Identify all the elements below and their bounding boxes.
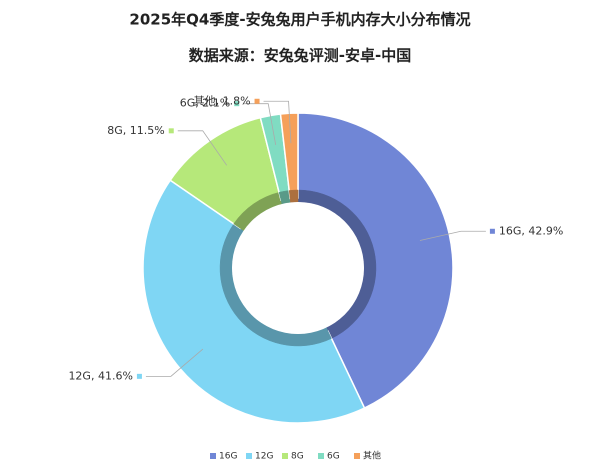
leader-line xyxy=(177,130,228,166)
legend-swatch xyxy=(210,453,216,459)
label-marker xyxy=(136,373,142,379)
data-label: 8G, 11.5% xyxy=(107,124,164,137)
label-marker xyxy=(168,128,174,134)
legend-label: 8G xyxy=(291,452,304,462)
leader-line xyxy=(145,348,204,377)
label-marker xyxy=(234,101,240,107)
legend-swatch xyxy=(246,453,252,459)
legend-label: 其他 xyxy=(363,450,381,462)
legend-swatch xyxy=(354,453,360,459)
chart-title: 2025年Q4季度-安兔兔用户手机内存大小分布情况 xyxy=(129,11,470,29)
data-label: 16G, 42.9% xyxy=(499,224,563,237)
legend-label: 16G xyxy=(219,452,237,462)
leader-line xyxy=(243,103,277,146)
legend-label: 6G xyxy=(327,452,340,462)
data-label: 其他, 1.8% xyxy=(194,94,251,107)
donut-slice-shade xyxy=(288,189,299,203)
data-label: 6G, 2.1% xyxy=(180,97,230,110)
label-marker xyxy=(254,98,260,104)
legend-swatch xyxy=(282,453,288,459)
label-marker xyxy=(489,228,495,234)
leader-line xyxy=(263,100,292,144)
legend-swatch xyxy=(318,453,324,459)
data-label: 12G, 41.6% xyxy=(68,369,132,382)
legend-label: 12G xyxy=(255,452,273,462)
leader-line xyxy=(419,230,486,241)
chart-subtitle: 数据来源：安兔兔评测-安卓-中国 xyxy=(189,47,411,65)
donut-hole xyxy=(232,202,364,334)
